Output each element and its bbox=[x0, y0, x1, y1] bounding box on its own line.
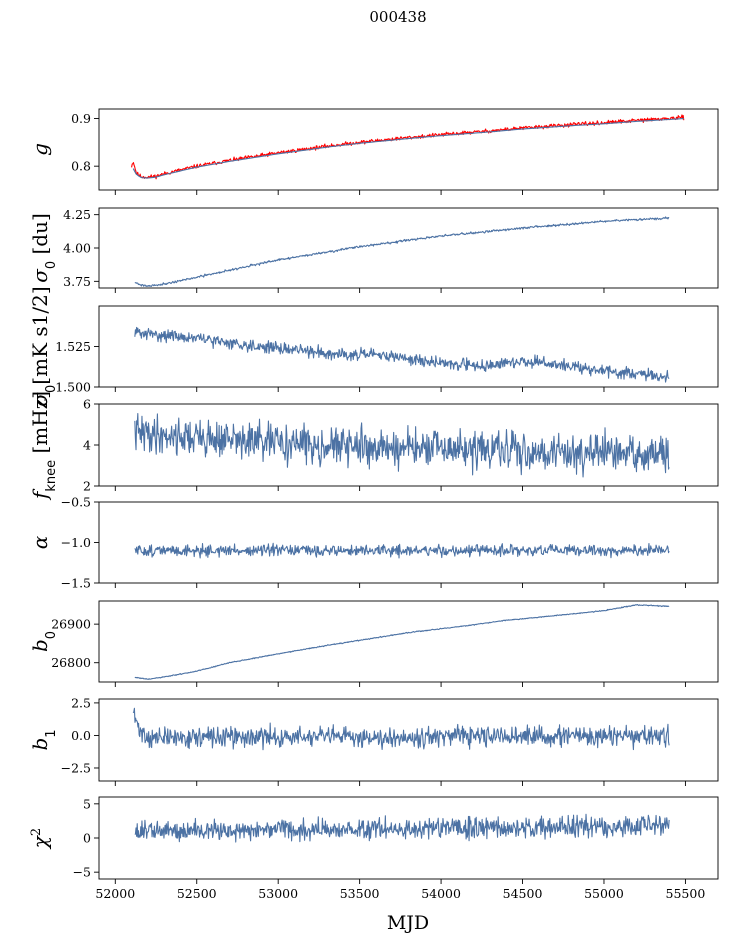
panel-2: 3.75 4.00 4.25 σ0 [du] bbox=[28, 207, 719, 293]
panel-8-ytick-label: 5 bbox=[83, 796, 91, 811]
panel-3-series-1 bbox=[134, 326, 670, 383]
xtick-label: 54000 bbox=[421, 886, 461, 901]
panel-8-ylabel: χ2 bbox=[28, 828, 52, 850]
x-axis-label: MJD bbox=[387, 912, 429, 934]
panel-1-series-2 bbox=[132, 117, 684, 179]
panel-1-frame bbox=[98, 108, 719, 191]
panel-2-ytick-label: 3.75 bbox=[63, 274, 91, 289]
panel-4: 2 4 6 fknee [mHz] bbox=[28, 391, 719, 501]
panel-4-series-1 bbox=[134, 413, 670, 478]
panel-4-ytick-label: 6 bbox=[83, 397, 91, 412]
panel-8-frame bbox=[98, 796, 719, 880]
panel-8: −5 0 5 52000 52500 53000 53500 54000 54500 55000 5… bbox=[28, 796, 719, 901]
panel-7-series-1 bbox=[132, 707, 670, 751]
panel-6-ytick-label: 26800 bbox=[51, 655, 91, 670]
panel-4-ylabel: fknee [mHz] bbox=[28, 391, 59, 501]
panel-7-ytick-label: −2.5 bbox=[61, 760, 91, 775]
xtick-label: 53500 bbox=[340, 886, 380, 901]
panel-1-series-1 bbox=[131, 114, 685, 180]
figure-title: 000438 bbox=[369, 8, 426, 26]
panel-5-ylabel: α bbox=[28, 535, 52, 549]
panel-8-ytick-label: −5 bbox=[73, 865, 91, 880]
xtick-label: 54500 bbox=[503, 886, 543, 901]
panel-1: 0.8 0.9 g bbox=[28, 108, 719, 195]
panel-5-ytick-label: −1.0 bbox=[61, 535, 91, 550]
xtick-label: 53000 bbox=[258, 886, 298, 901]
panel-4-ytick-label: 4 bbox=[83, 438, 91, 453]
panel-1-ylabel: g bbox=[28, 143, 52, 156]
panel-1-ytick-label: 0.8 bbox=[71, 159, 91, 174]
xtick-label: 52000 bbox=[95, 886, 135, 901]
panel-2-series-1 bbox=[134, 216, 670, 287]
panel-2-ytick-label: 4.25 bbox=[63, 207, 91, 222]
panel-8-ytick-label: 0 bbox=[83, 831, 91, 846]
panel-4-ytick-label: 2 bbox=[83, 479, 91, 494]
panel-7-frame bbox=[98, 698, 719, 782]
panel-6-frame bbox=[98, 600, 719, 683]
panel-3-ytick-label: 1.525 bbox=[55, 339, 91, 354]
panel-7-ytick-label: 0.0 bbox=[71, 728, 91, 743]
panel-6-ytick-label: 26900 bbox=[51, 617, 91, 632]
panel-6-series-1 bbox=[134, 604, 670, 680]
panel-2-ylabel: σ0 [du] bbox=[28, 213, 59, 283]
panel-5-ytick-label: −1.5 bbox=[61, 576, 91, 591]
xtick-label: 55500 bbox=[666, 886, 706, 901]
panel-3-ylabel: σ0[mK s1/2] bbox=[28, 286, 59, 406]
panel-8-series-1 bbox=[134, 813, 670, 843]
panel-7: −2.5 0.0 2.5 b1 bbox=[28, 695, 719, 786]
panel-1-ytick-label: 0.9 bbox=[71, 111, 91, 126]
panel-3-ytick-label: 1.500 bbox=[55, 380, 91, 395]
panel-7-ytick-label: 2.5 bbox=[71, 695, 91, 710]
panel-5: −1.5 −1.0 −0.5 α bbox=[28, 495, 719, 591]
panel-7-ylabel: b1 bbox=[28, 729, 59, 750]
panel-5-frame bbox=[98, 501, 719, 584]
xtick-label: 52500 bbox=[177, 886, 217, 901]
panel-5-ytick-label: −0.5 bbox=[61, 495, 91, 510]
panel-5-series-1 bbox=[134, 542, 670, 559]
panel-2-ytick-label: 4.00 bbox=[63, 241, 91, 256]
xtick-label: 55000 bbox=[584, 886, 624, 901]
panel-3-frame bbox=[98, 305, 719, 388]
panel-6-ylabel: b0 bbox=[28, 631, 59, 652]
panels: 0.8 0.9 g 3.75 4.00 4.25 σ0 [du] 1.500 1.525σ0[m… bbox=[28, 108, 719, 901]
